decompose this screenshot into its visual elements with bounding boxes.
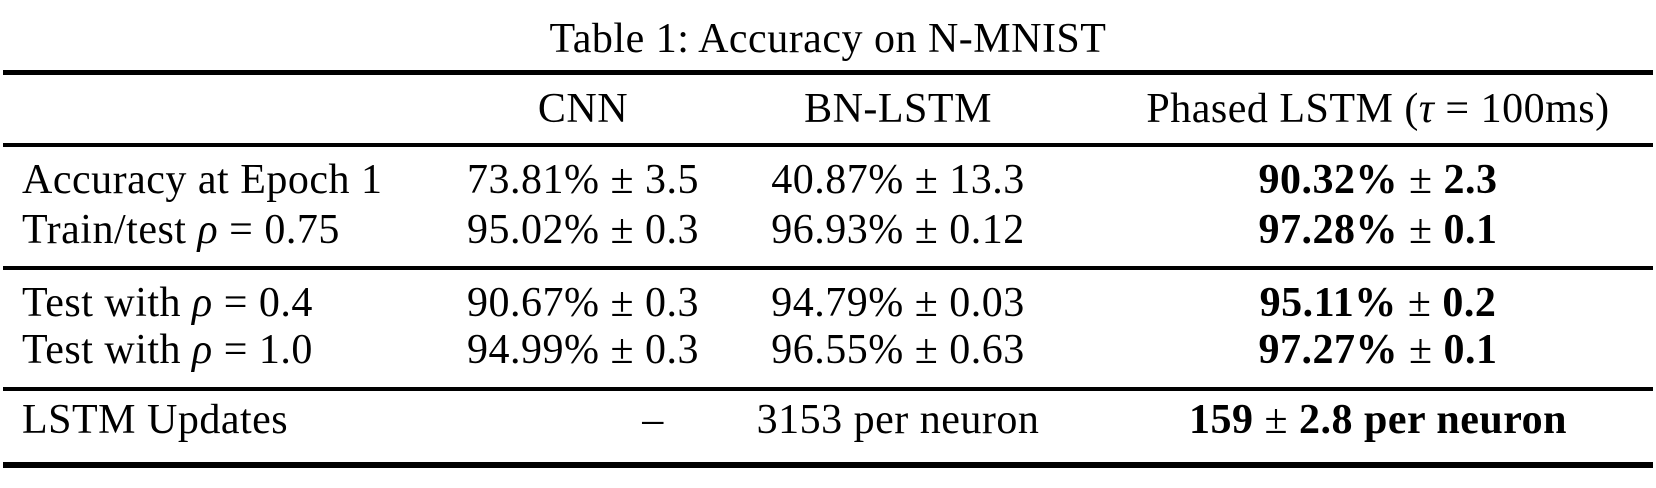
table-caption: Table 1: Accuracy on N-MNIST	[549, 16, 1107, 62]
phased-lstm-value-cell: 97.28% ±0.1	[1258, 207, 1498, 253]
table-row-test-rho-04: Test with ρ = 0.4 90.67% ± 0.3 94.79% ± …	[3, 279, 1653, 327]
plus-minus-sign: ±	[1408, 207, 1433, 253]
bn-lstm-value-cell: 96.93% ± 0.12	[771, 207, 1025, 253]
rho-symbol: ρ	[197, 207, 219, 253]
plus-minus-sign: ±	[1264, 397, 1289, 443]
en-dash: –	[642, 397, 664, 443]
row-label-cell: LSTM Updates	[22, 397, 289, 443]
header-phased-value: = 100ms)	[1434, 86, 1610, 132]
table-row-test-rho-10: Test with ρ = 1.0 94.99% ± 0.3 96.55% ± …	[3, 326, 1653, 374]
row-label-cell: Test with ρ = 1.0	[22, 327, 313, 373]
rho-symbol: ρ	[192, 280, 213, 326]
bn-lstm-value-cell: 96.55% ± 0.63	[771, 327, 1025, 373]
table-row-accuracy-epoch1: Accuracy at Epoch 1 73.81% ± 3.5 40.87% …	[3, 156, 1653, 204]
cnn-value-cell: 73.81% ± 3.5	[466, 157, 700, 203]
tau-symbol: τ	[1418, 86, 1435, 132]
cnn-value-cell: 94.99% ± 0.3	[466, 327, 700, 373]
table-header-row: CNN BN-LSTM Phased LSTM (τ = 100ms)	[3, 75, 1653, 143]
table-row-train-test-rho: Train/test ρ = 0.75 95.02% ± 0.3 96.93% …	[3, 206, 1653, 254]
row-label-cell: Accuracy at Epoch 1	[22, 157, 383, 203]
phased-lstm-value-cell: 159 ±2.8 per neuron	[1188, 397, 1568, 443]
cnn-value-cell: 95.02% ± 0.3	[466, 207, 700, 253]
bn-lstm-value-cell: 94.79% ± 0.03	[771, 280, 1025, 326]
header-phased-lstm: Phased LSTM (τ = 100ms)	[1063, 75, 1653, 143]
table-row-lstm-updates: LSTM Updates – 3153 per neuron 159 ±2.8 p…	[3, 396, 1653, 444]
plus-minus-sign: ±	[1408, 327, 1433, 373]
phased-lstm-value-cell: 90.32% ±2.3	[1258, 157, 1498, 203]
rho-symbol: ρ	[192, 327, 213, 373]
header-cnn: CNN	[537, 86, 629, 132]
row-label-cell: Train/test ρ = 0.75	[22, 207, 340, 253]
cnn-value-cell: 90.67% ± 0.3	[466, 280, 700, 326]
bn-lstm-value-cell: 3153 per neuron	[756, 397, 1040, 443]
top-rule	[3, 70, 1653, 75]
plus-minus-sign: ±	[1407, 280, 1432, 326]
header-bn-lstm: BN-LSTM	[804, 86, 992, 132]
header-rule	[3, 143, 1653, 147]
bottom-rule	[3, 462, 1653, 468]
plus-minus-sign: ±	[1408, 157, 1433, 203]
phased-lstm-value-cell: 97.27% ±0.1	[1258, 327, 1498, 373]
bn-lstm-value-cell: 40.87% ± 13.3	[771, 157, 1025, 203]
row-label-cell: Test with ρ = 0.4	[22, 280, 313, 326]
group-rule-1	[3, 266, 1653, 270]
header-phased-text: Phased LSTM (	[1146, 86, 1419, 132]
cnn-value-cell: –	[433, 396, 733, 444]
phased-lstm-value-cell: 95.11% ±0.2	[1259, 280, 1497, 326]
group-rule-2	[3, 387, 1653, 391]
